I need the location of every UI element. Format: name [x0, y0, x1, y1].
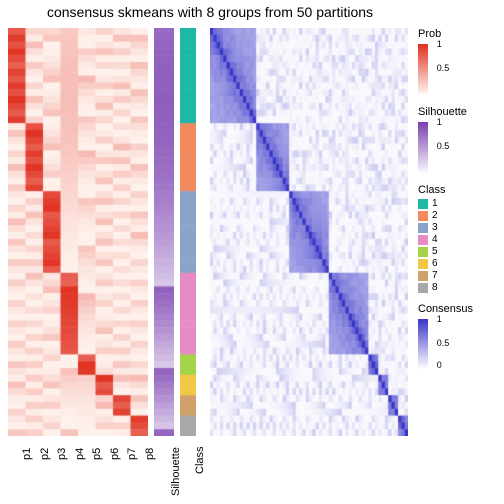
legend-tick: 0.5	[437, 339, 450, 349]
legend-label: Class	[418, 184, 498, 196]
legend-tick: 1	[437, 118, 442, 128]
consensus-heatmap	[210, 28, 408, 436]
silhouette-column	[154, 28, 174, 436]
legend-gradient	[418, 122, 428, 172]
class-swatch: 3	[418, 222, 498, 233]
legends: Prob 1 0.5 Silhouette 1 0.5 Class 123456…	[418, 28, 498, 381]
legend-consensus: Consensus 1 0.5 0	[418, 303, 498, 371]
legend-prob: Prob 1 0.5	[418, 28, 498, 96]
class-swatch: 8	[418, 282, 498, 293]
legend-tick: 0	[437, 361, 442, 371]
legend-label: Silhouette	[418, 106, 498, 118]
class-swatch: 1	[418, 198, 498, 209]
class-col-label: Class	[194, 446, 206, 474]
legend-gradient	[418, 44, 428, 94]
class-swatch: 6	[418, 258, 498, 269]
page-title: consensus skmeans with 8 groups from 50 …	[0, 4, 420, 20]
legend-tick: 0.5	[437, 142, 450, 152]
class-swatch: 2	[418, 210, 498, 221]
prob-col-label: p3	[56, 448, 68, 460]
prob-col-label: p8	[144, 448, 156, 460]
prob-col-label: p5	[91, 448, 103, 460]
legend-sil: Silhouette 1 0.5	[418, 106, 498, 174]
prob-heatmap	[8, 28, 148, 436]
legend-tick: 1	[437, 40, 442, 50]
prob-col-label: p1	[21, 448, 33, 460]
legend-label: Consensus	[418, 303, 498, 315]
class-column	[180, 28, 196, 436]
prob-col-label: p4	[74, 448, 86, 460]
prob-col-label: p2	[39, 448, 51, 460]
silhouette-col-label: Silhouette	[170, 447, 182, 496]
legend-tick: 1	[437, 315, 442, 325]
prob-col-label: p6	[109, 448, 121, 460]
class-swatch: 4	[418, 234, 498, 245]
legend-label: Prob	[418, 28, 498, 40]
class-swatch: 5	[418, 246, 498, 257]
legend-class: Class 12345678	[418, 184, 498, 293]
plot-area	[8, 28, 408, 436]
legend-tick: 0.5	[437, 64, 450, 74]
prob-col-label: p7	[126, 448, 138, 460]
class-swatch: 7	[418, 270, 498, 281]
legend-gradient	[418, 319, 428, 369]
x-axis-labels: p1 p2 p3 p4 p5 p6 p7 p8 Silhouette Class	[8, 438, 408, 504]
